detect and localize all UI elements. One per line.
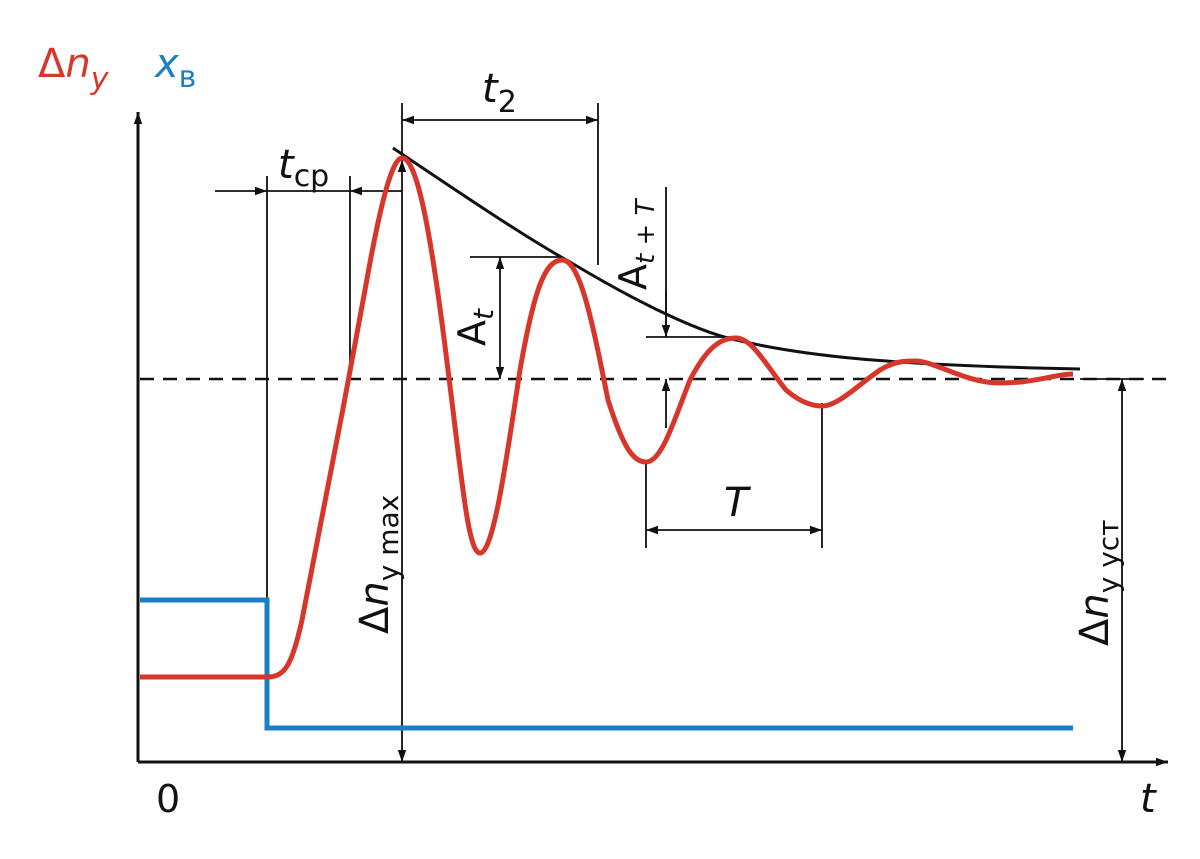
- period-label: T: [724, 480, 752, 526]
- input-step-curve: [140, 597, 1073, 731]
- tcp-label: tср: [278, 142, 329, 194]
- origin-label: 0: [156, 777, 180, 821]
- nmax-label: Δny max: [352, 495, 405, 634]
- dimension-arrows: [215, 115, 1127, 762]
- envelope-curve: [392, 146, 1081, 371]
- t2-label: t2: [482, 66, 517, 120]
- response-curve: [140, 155, 1074, 680]
- AtT-label: At + T: [611, 197, 661, 290]
- nust-label: Δny уст: [1072, 520, 1125, 646]
- dimension-lines: [266, 103, 1144, 677]
- time-axis-label: t: [1140, 776, 1157, 822]
- input-axis-label: xв: [153, 41, 196, 95]
- At-label: At: [450, 308, 500, 346]
- response-axis-label: Δny: [38, 41, 110, 97]
- axes: [133, 112, 1168, 767]
